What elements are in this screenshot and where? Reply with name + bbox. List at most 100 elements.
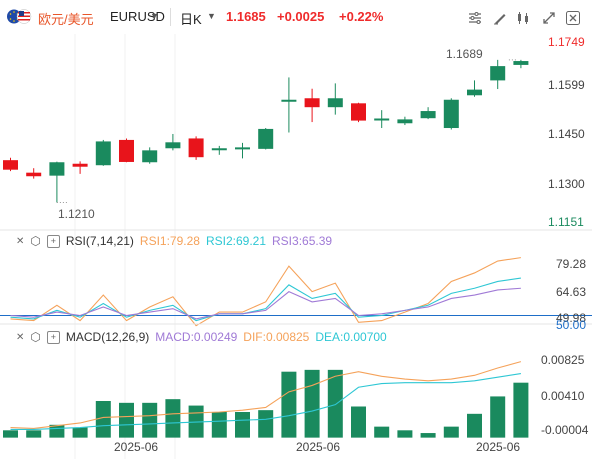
indicator-settings-icon[interactable]: ⬡ bbox=[30, 234, 41, 248]
y-tick-label: 1.1450 bbox=[548, 127, 585, 141]
candle bbox=[513, 59, 529, 69]
rsi-label: RSI(7,14,21) bbox=[65, 234, 134, 248]
rsi-header: ✕ ⬡ + RSI(7,14,21) RSI1:79.28 RSI2:69.21… bbox=[16, 234, 332, 248]
candle-body bbox=[188, 138, 204, 158]
rsi2-value: RSI2:69.21 bbox=[205, 234, 267, 248]
rsi-lines bbox=[10, 257, 521, 327]
current-price: 1.1685 bbox=[226, 9, 266, 24]
candle-body bbox=[490, 66, 506, 81]
macd-bar bbox=[165, 399, 181, 438]
candle bbox=[304, 88, 320, 123]
macd-header: ✕ ⬡ + MACD(12,26,9) MACD:0.00249 DIF:0.0… bbox=[16, 330, 387, 344]
candle bbox=[211, 145, 227, 155]
candle bbox=[281, 77, 297, 133]
candle-body bbox=[281, 99, 297, 102]
candle bbox=[258, 128, 274, 150]
macd-bar bbox=[72, 427, 88, 438]
macd-bar bbox=[3, 430, 18, 438]
macd-tick-label: 0.00410 bbox=[541, 389, 585, 403]
candle bbox=[142, 147, 158, 164]
dea-value: DEA:0.00700 bbox=[315, 330, 387, 344]
pair-code[interactable]: EURUSD bbox=[110, 9, 165, 24]
candle-body bbox=[72, 163, 88, 167]
macd-bar bbox=[443, 426, 459, 438]
indicator-settings-icon[interactable]: ⬡ bbox=[30, 330, 41, 344]
candle bbox=[351, 102, 366, 123]
macd-bar bbox=[327, 369, 343, 438]
rsi-tick-label: 64.63 bbox=[556, 285, 587, 299]
rsi-line-rsi3 bbox=[10, 287, 521, 320]
expand-icon[interactable]: + bbox=[46, 330, 60, 344]
macd-tick-label: 0.00825 bbox=[541, 353, 585, 367]
period-selector[interactable]: 日K bbox=[180, 12, 202, 27]
candle-body bbox=[513, 61, 529, 65]
rsi-tick-label: 79.28 bbox=[556, 257, 587, 271]
rsi3-value: RSI3:65.39 bbox=[272, 234, 333, 248]
chart-header: 欧元/美元 EURUSD ▼ 日K ▼ 1.1685 +0.0025 +0.22… bbox=[0, 0, 592, 34]
candle bbox=[397, 116, 413, 126]
chart-canvas[interactable] bbox=[0, 34, 592, 459]
macd-bar bbox=[420, 433, 436, 438]
macd-bar bbox=[304, 369, 320, 438]
candle bbox=[72, 161, 88, 174]
y-tick-label: 1.1151 bbox=[548, 215, 584, 229]
candle-body bbox=[420, 111, 436, 119]
macd-bar bbox=[235, 411, 250, 438]
macd-bar bbox=[281, 371, 297, 438]
candle bbox=[49, 161, 65, 203]
candle-body bbox=[467, 89, 482, 96]
candle-body bbox=[3, 160, 18, 170]
candle bbox=[420, 107, 436, 120]
candle bbox=[490, 59, 506, 90]
y-tick-label: 1.1599 bbox=[548, 78, 585, 92]
candle bbox=[3, 157, 18, 172]
indicator-icon[interactable] bbox=[514, 9, 532, 27]
fullscreen-icon[interactable] bbox=[540, 9, 558, 27]
candle-body bbox=[374, 118, 390, 121]
macd-value: MACD:0.00249 bbox=[155, 330, 238, 344]
candle-body bbox=[304, 98, 320, 108]
pair-name-cn[interactable]: 欧元/美元 bbox=[38, 12, 94, 27]
price-change: +0.0025 bbox=[277, 9, 325, 24]
macd-bar bbox=[258, 410, 274, 438]
candle bbox=[188, 136, 204, 160]
candle-body bbox=[165, 142, 181, 149]
candle-body bbox=[258, 128, 274, 149]
y-tick-label: 1.1300 bbox=[548, 177, 585, 191]
macd-bar bbox=[351, 406, 366, 438]
candle bbox=[327, 83, 343, 115]
dif-value: DIF:0.00825 bbox=[243, 330, 310, 344]
candle-body bbox=[95, 141, 111, 166]
macd-bar bbox=[374, 426, 390, 438]
rsi-line-rsi2 bbox=[10, 277, 521, 322]
pair-dropdown-icon[interactable]: ▼ bbox=[150, 11, 159, 21]
close-icon[interactable] bbox=[564, 9, 582, 27]
period-dropdown-icon[interactable]: ▼ bbox=[207, 11, 216, 21]
expand-icon[interactable]: + bbox=[46, 234, 60, 248]
rsi1-value: RSI1:79.28 bbox=[139, 234, 200, 248]
main-grid bbox=[74, 34, 176, 459]
candle bbox=[165, 133, 181, 151]
candle-body bbox=[119, 139, 134, 162]
candle bbox=[119, 138, 134, 163]
price-change-pct: +0.22% bbox=[339, 9, 384, 24]
header-divider bbox=[170, 8, 171, 26]
settings-icon[interactable] bbox=[466, 9, 484, 27]
rsi-tick-label: 50.00 bbox=[556, 318, 587, 332]
x-tick-label: 2025-06 bbox=[296, 440, 341, 454]
macd-bar bbox=[467, 413, 482, 438]
macd-histogram bbox=[3, 369, 529, 438]
drawing-icon[interactable] bbox=[491, 9, 509, 27]
macd-bar bbox=[119, 402, 134, 438]
collapse-icon[interactable]: ✕ bbox=[16, 331, 25, 343]
candle-body bbox=[235, 147, 250, 150]
candle-body bbox=[49, 162, 65, 176]
macd-bar bbox=[95, 400, 111, 438]
macd-line-dea bbox=[10, 372, 521, 430]
macd-bar bbox=[142, 402, 158, 438]
collapse-icon[interactable]: ✕ bbox=[16, 235, 25, 247]
macd-bar bbox=[513, 382, 529, 438]
eu-us-flag-icon bbox=[7, 9, 32, 24]
high-marker-label: 1.1689 bbox=[446, 47, 483, 61]
